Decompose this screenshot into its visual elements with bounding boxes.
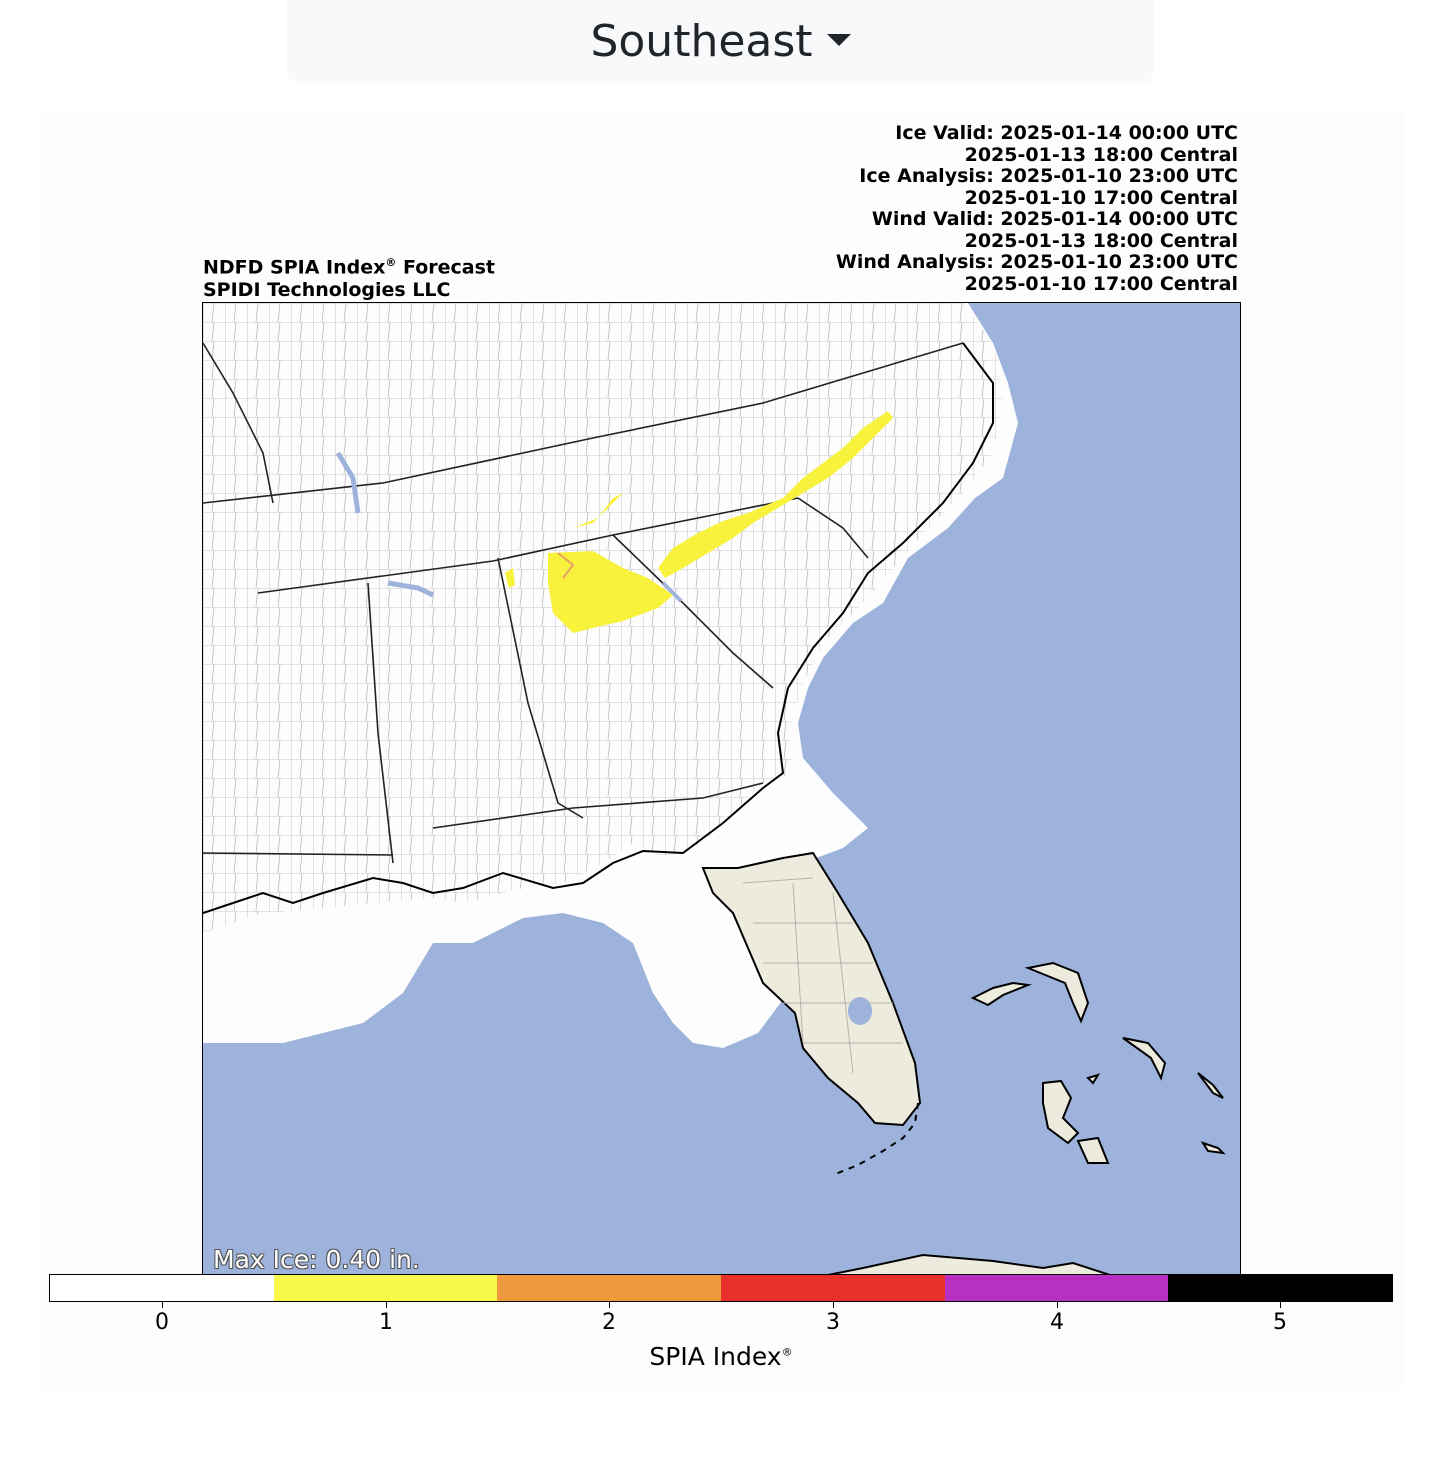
coastline <box>203 342 994 914</box>
colorbar <box>49 1274 1393 1302</box>
title-line2: SPIDI Technologies LLC <box>203 279 451 302</box>
colorbar-tick-label: 4 <box>1050 1310 1064 1335</box>
florida-peninsula <box>701 851 922 1127</box>
validity-line: Ice Analysis: 2025-01-10 23:00 UTC <box>859 165 1238 187</box>
colorbar-tick: 4 <box>1037 1302 1077 1335</box>
caret-down-icon <box>826 33 851 46</box>
colorbar-segment <box>273 1275 498 1301</box>
title-line1-suffix: Forecast <box>396 256 495 279</box>
colorbar-ticks: 0 1 2 3 4 5 <box>50 1302 1392 1342</box>
validity-line: Wind Analysis: 2025-01-10 23:00 UTC <box>835 251 1238 273</box>
validity-line: Ice Valid: 2025-01-14 00:00 UTC <box>895 122 1238 144</box>
colorbar-segment <box>1168 1275 1393 1301</box>
colorbar-tick: 3 <box>813 1302 853 1335</box>
bahamas-islands <box>970 961 1226 1164</box>
registered-mark: ® <box>781 1345 793 1359</box>
colorbar-segment <box>497 1275 722 1301</box>
validity-line: 2025-01-10 17:00 Central <box>964 186 1238 209</box>
validity-info: Ice Valid: 2025-01-14 00:00 UTC 2025-01-… <box>835 122 1238 295</box>
colorbar-tick-label: 0 <box>155 1310 169 1335</box>
spia-1-area <box>505 411 893 633</box>
colorbar-tick-label: 3 <box>826 1310 840 1335</box>
southeast-map <box>203 303 1226 1276</box>
validity-line: Wind Valid: 2025-01-14 00:00 UTC <box>871 208 1238 230</box>
validity-line: 2025-01-13 18:00 Central <box>964 229 1238 252</box>
colorbar-label-text: SPIA Index <box>649 1342 782 1371</box>
region-dropdown-label: Southeast <box>590 16 813 67</box>
colorbar-tick: 2 <box>589 1302 629 1335</box>
colorbar-segment <box>944 1275 1169 1301</box>
title-line1: NDFD SPIA Index <box>203 256 386 279</box>
colorbar-tick-label: 2 <box>602 1310 616 1335</box>
max-ice-label: Max Ice: 0.40 in. <box>213 1245 420 1274</box>
state-boundaries <box>203 342 964 864</box>
colorbar-tick-label: 5 <box>1273 1310 1287 1335</box>
registered-mark: ® <box>385 256 397 269</box>
map-panel: Max Ice: 0.40 in. <box>202 302 1241 1277</box>
colorbar-segment <box>50 1275 274 1301</box>
colorbar-segment <box>721 1275 945 1301</box>
validity-line: 2025-01-10 17:00 Central <box>964 272 1238 295</box>
colorbar-tick: 1 <box>366 1302 406 1335</box>
colorbar-label: SPIA Index® <box>38 1342 1404 1371</box>
validity-line: 2025-01-13 18:00 Central <box>964 143 1238 166</box>
region-dropdown[interactable]: Southeast <box>287 0 1154 83</box>
colorbar-tick: 5 <box>1260 1302 1300 1335</box>
colorbar-tick: 0 <box>142 1302 182 1335</box>
colorbar-tick-label: 1 <box>379 1310 393 1335</box>
spia-forecast-figure: NDFD SPIA Index® Forecast SPIDI Technolo… <box>38 110 1404 1388</box>
figure-title: NDFD SPIA Index® Forecast SPIDI Technolo… <box>203 251 495 302</box>
